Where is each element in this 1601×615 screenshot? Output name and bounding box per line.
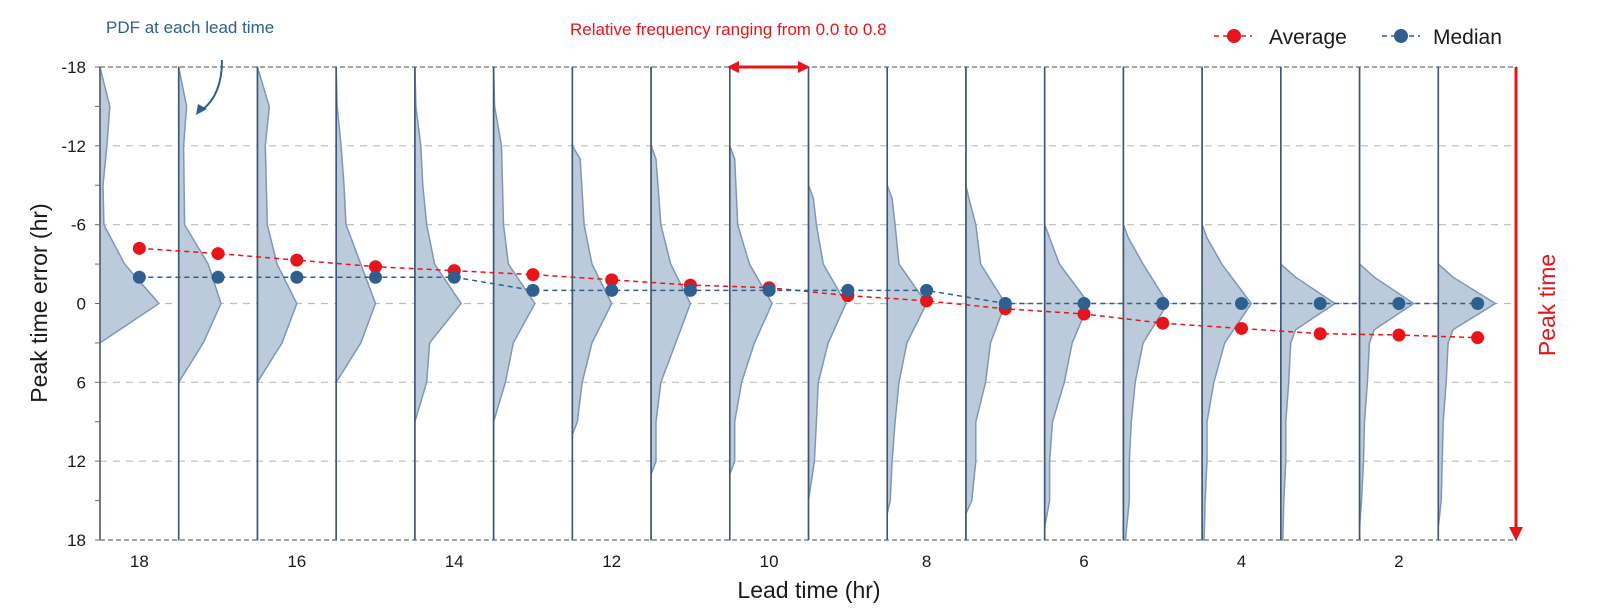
legend-median-marker bbox=[1394, 29, 1408, 43]
legend-median-label: Median bbox=[1433, 26, 1502, 49]
average-point-15 bbox=[1313, 327, 1327, 341]
median-point-6 bbox=[605, 283, 619, 297]
pdf-curve-6 bbox=[571, 66, 613, 541]
legend-average-label: Average bbox=[1269, 26, 1347, 49]
median-line bbox=[139, 276, 1478, 305]
x-axis-title: Lead time (hr) bbox=[737, 577, 880, 603]
pdf-curve-8 bbox=[729, 66, 773, 541]
average-line bbox=[139, 247, 1478, 339]
average-point-2 bbox=[290, 253, 304, 267]
legend-average-marker bbox=[1227, 29, 1241, 43]
pdf-annotation-arrow bbox=[201, 59, 223, 111]
median-point-13 bbox=[1156, 297, 1170, 310]
x-tick-label-5: 8 bbox=[922, 552, 931, 571]
frequency-arrowhead-right bbox=[798, 61, 810, 73]
median-point-17 bbox=[1471, 297, 1485, 310]
average-point-12 bbox=[1077, 307, 1091, 321]
median-series bbox=[132, 270, 1485, 310]
pdf-curve-16 bbox=[1358, 66, 1416, 541]
average-point-10 bbox=[920, 294, 934, 308]
pdf-annotation: PDF at each lead time bbox=[106, 18, 274, 37]
x-tick-label-4: 10 bbox=[760, 552, 779, 571]
x-tick-label-6: 6 bbox=[1079, 552, 1088, 571]
median-point-12 bbox=[1077, 297, 1091, 310]
x-tick-label-8: 2 bbox=[1394, 552, 1403, 571]
average-point-3 bbox=[369, 260, 383, 274]
y-ticks: -18 -12 -6 0 6 12 18 bbox=[61, 58, 101, 550]
median-point-16 bbox=[1392, 297, 1406, 310]
y-tick-label-1: -12 bbox=[61, 137, 86, 156]
average-point-1 bbox=[211, 247, 225, 261]
legend: Average Median bbox=[1214, 26, 1502, 49]
x-tick-label-3: 12 bbox=[602, 552, 621, 571]
median-point-1 bbox=[211, 270, 225, 284]
x-ticks: 18 16 14 12 10 8 6 4 2 bbox=[130, 552, 1404, 571]
median-point-15 bbox=[1313, 297, 1327, 310]
pdf-curve-1 bbox=[177, 66, 222, 541]
y-tick-label-0: -18 bbox=[61, 58, 86, 77]
frequency-arrowhead-left bbox=[727, 61, 739, 73]
pdf-curve-4 bbox=[414, 66, 463, 541]
frequency-annotation: Relative frequency ranging from 0.0 to 0… bbox=[570, 20, 887, 39]
median-point-2 bbox=[290, 270, 304, 284]
average-point-14 bbox=[1234, 321, 1248, 335]
y-tick-label-6: 18 bbox=[67, 531, 86, 550]
y-tick-label-5: 12 bbox=[67, 452, 86, 471]
median-point-11 bbox=[998, 297, 1012, 310]
x-tick-label-0: 18 bbox=[130, 552, 149, 571]
median-point-5 bbox=[526, 283, 540, 297]
average-point-13 bbox=[1156, 316, 1170, 330]
median-point-9 bbox=[841, 283, 855, 297]
pdf-curve-5 bbox=[492, 66, 536, 541]
median-point-0 bbox=[132, 270, 146, 284]
x-tick-label-7: 4 bbox=[1237, 552, 1246, 571]
pdf-curve-3 bbox=[335, 66, 377, 541]
x-tick-label-1: 16 bbox=[287, 552, 306, 571]
median-point-7 bbox=[683, 283, 697, 297]
average-point-0 bbox=[132, 241, 146, 255]
median-point-14 bbox=[1234, 297, 1248, 310]
y-tick-label-4: 6 bbox=[77, 373, 86, 392]
pdf-curve-9 bbox=[807, 67, 847, 540]
median-point-3 bbox=[369, 270, 383, 284]
x-tick-label-2: 14 bbox=[445, 552, 464, 571]
pdf-annotation-arrowhead bbox=[196, 104, 207, 115]
average-point-17 bbox=[1471, 331, 1485, 345]
average-point-16 bbox=[1392, 328, 1406, 342]
average-point-6 bbox=[605, 273, 619, 287]
average-point-5 bbox=[526, 268, 540, 282]
peak-time-arrowhead bbox=[1509, 527, 1523, 541]
y-tick-label-2: -6 bbox=[71, 216, 86, 235]
pdf-curve-2 bbox=[256, 66, 298, 541]
median-point-8 bbox=[762, 283, 776, 297]
median-point-4 bbox=[447, 270, 461, 284]
median-point-10 bbox=[920, 283, 934, 297]
y-axis-title: Peak time error (hr) bbox=[26, 203, 52, 402]
peak-time-label: Peak time bbox=[1534, 254, 1560, 356]
pdf-curve-7 bbox=[650, 66, 692, 541]
y-tick-label-3: 0 bbox=[77, 295, 86, 314]
pdf-curve-0 bbox=[99, 66, 161, 540]
